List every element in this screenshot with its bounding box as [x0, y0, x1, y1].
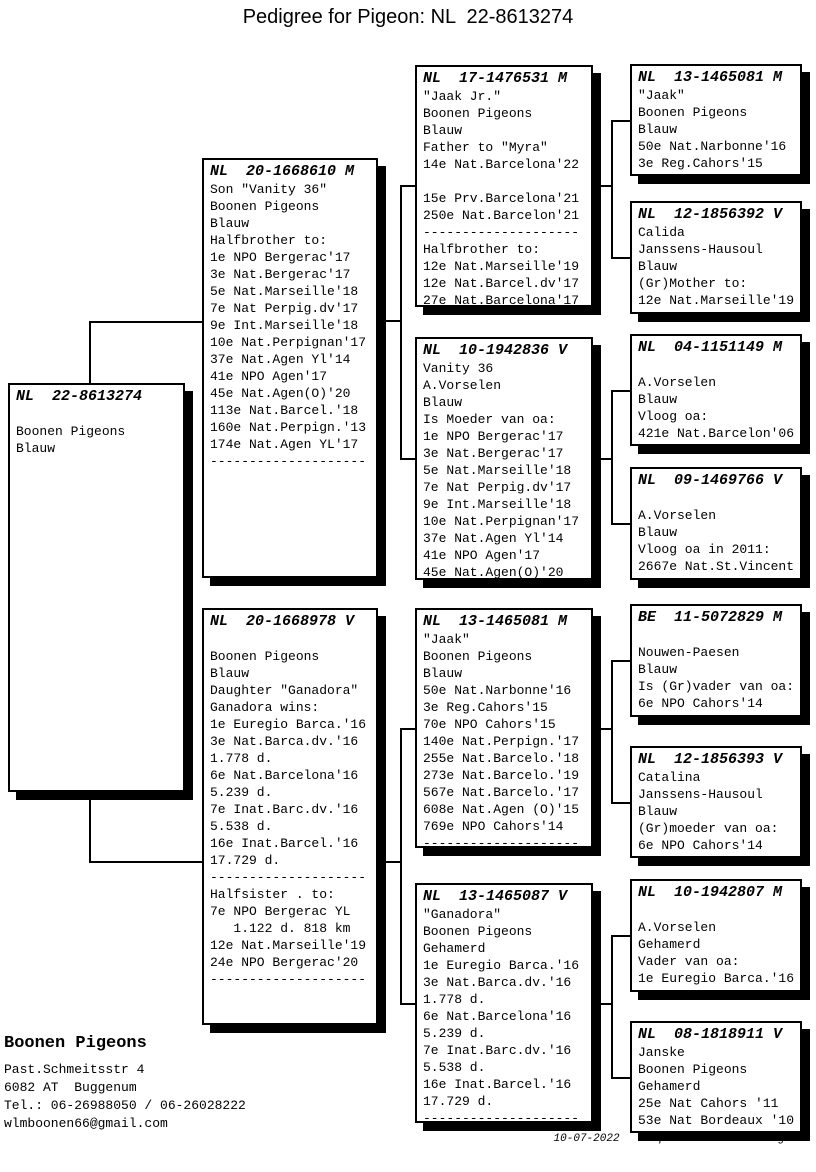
- box-body: "Ganadora" Boonen Pigeons Gehamerd 1e Eu…: [423, 907, 580, 1126]
- footer-credit: 10-07-2022 Compuclub © Boonen Pigeons: [553, 1133, 811, 1145]
- ring-number: NL 08-1818911 V: [638, 1026, 783, 1043]
- ring-number: NL 20-1668610 M: [210, 163, 355, 180]
- connector-stub-fff: [611, 120, 630, 122]
- pedigree-box-ggm-ffm: NL 12-1856392 V Calida Janssens-Hausoul …: [630, 201, 802, 314]
- pedigree-box-grandfather-maternal: NL 13-1465081 M "Jaak" Boonen Pigeons Bl…: [415, 608, 593, 851]
- connector-stub-fmm: [611, 523, 630, 525]
- connector-subject-mother-horizontal: [89, 861, 202, 863]
- page-title: Pedigree for Pigeon: NL 22-8613274: [242, 6, 574, 28]
- box-body: Boonen Pigeons Blauw Daughter "Ganadora"…: [210, 649, 367, 987]
- ring-number: NL 22-8613274: [16, 388, 143, 405]
- box-body: Boonen Pigeons Blauw: [16, 424, 126, 456]
- connector-stub-ff: [400, 185, 415, 187]
- ring-number: NL 13-1465081 M: [638, 69, 783, 86]
- connector-ff-feed: [593, 185, 613, 187]
- ring-number: NL 12-1856392 V: [638, 206, 783, 223]
- box-body: Janske Boonen Pigeons Gehamerd 25e Nat C…: [638, 1045, 795, 1128]
- box-body: A.Vorselen Blauw Vloog oa in 2011: 2667e…: [638, 508, 795, 574]
- contact-phone: Tel.: 06-26988050 / 06-26028222: [4, 1098, 246, 1113]
- box-body: Son "Vanity 36" Boonen Pigeons Blauw Hal…: [210, 182, 367, 469]
- connector-subject-father-horizontal: [89, 321, 202, 323]
- contact-email: wlmboonen66@gmail.com: [4, 1116, 168, 1131]
- connector-mother-feed: [378, 861, 402, 863]
- pedigree-box-father: NL 20-1668610 M Son "Vanity 36" Boonen P…: [202, 158, 378, 578]
- box-body: A.Vorselen Gehamerd Vader van oa: 1e Eur…: [638, 920, 795, 986]
- pedigree-box-grandfather-paternal: NL 17-1476531 M "Jaak Jr." Boonen Pigeon…: [415, 65, 593, 308]
- connector-father-feed: [378, 320, 402, 322]
- ring-number: NL 13-1465087 V: [423, 888, 568, 905]
- pedigree-box-grandmother-maternal: NL 13-1465087 V "Ganadora" Boonen Pigeon…: [415, 883, 593, 1126]
- pedigree-box-grandmother-paternal: NL 10-1942836 V Vanity 36 A.Vorselen Bla…: [415, 337, 593, 580]
- connector-father-bus: [400, 185, 402, 460]
- connector-stub-fmf: [611, 390, 630, 392]
- connector-mm-feed: [593, 1003, 613, 1005]
- connector-fm-bus: [611, 390, 613, 525]
- connector-subject-father-vertical: [89, 321, 91, 383]
- connector-fm-feed: [593, 458, 613, 460]
- box-body: "Jaak" Boonen Pigeons Blauw 50e Nat.Narb…: [423, 632, 580, 851]
- ring-number: NL 12-1856393 V: [638, 751, 783, 768]
- pedigree-box-ggf-mff: BE 11-5072829 M Nouwen-Paesen Blauw Is (…: [630, 604, 802, 717]
- ring-number: NL 17-1476531 M: [423, 70, 568, 87]
- box-body: Nouwen-Paesen Blauw Is (Gr)vader van oa:…: [638, 645, 795, 711]
- connector-stub-mf: [400, 728, 415, 730]
- connector-stub-mm: [400, 1003, 415, 1005]
- pedigree-box-ggf-mmf: NL 10-1942807 M A.Vorselen Gehamerd Vade…: [630, 879, 802, 992]
- ring-number: NL 10-1942807 M: [638, 884, 783, 901]
- box-body: Catalina Janssens-Hausoul Blauw (Gr)moed…: [638, 770, 779, 853]
- contact-block: Boonen Pigeons Past.Schmeitsstr 4 6082 A…: [4, 1034, 246, 1133]
- connector-stub-ffm: [611, 257, 630, 259]
- pedigree-box-ggm-mmm: NL 08-1818911 V Janske Boonen Pigeons Ge…: [630, 1021, 802, 1133]
- pedigree-box-ggm-fmm: NL 09-1469766 V A.Vorselen Blauw Vloog o…: [630, 467, 802, 580]
- connector-subject-mother-vertical: [89, 792, 91, 861]
- connector-stub-fm: [400, 458, 415, 460]
- pedigree-box-ggf-ff: NL 13-1465081 M "Jaak" Boonen Pigeons Bl…: [630, 64, 802, 176]
- pedigree-box-subject: NL 22-8613274 Boonen Pigeons Blauw: [8, 383, 185, 792]
- box-body: "Jaak" Boonen Pigeons Blauw 50e Nat.Narb…: [638, 88, 787, 171]
- ring-number: NL 04-1151149 M: [638, 339, 783, 356]
- pedigree-box-ggf-fmf: NL 04-1151149 M A.Vorselen Blauw Vloog o…: [630, 334, 802, 446]
- box-body: "Jaak Jr." Boonen Pigeons Blauw Father t…: [423, 89, 580, 308]
- contact-address-line2: 6082 AT Buggenum: [4, 1080, 137, 1095]
- pedigree-box-ggm-mfm: NL 12-1856393 V Catalina Janssens-Hausou…: [630, 746, 802, 858]
- contact-address-line1: Past.Schmeitsstr 4: [4, 1062, 145, 1077]
- ring-number: NL 09-1469766 V: [638, 472, 783, 489]
- connector-mother-bus: [400, 728, 402, 1005]
- pedigree-box-mother: NL 20-1668978 V Boonen Pigeons Blauw Dau…: [202, 608, 378, 1025]
- connector-mf-bus: [611, 660, 613, 804]
- ring-number: NL 20-1668978 V: [210, 613, 355, 630]
- connector-stub-mff: [611, 660, 630, 662]
- box-body: Calida Janssens-Hausoul Blauw (Gr)Mother…: [638, 225, 795, 308]
- loft-name: Boonen Pigeons: [4, 1034, 147, 1053]
- ring-number: NL 10-1942836 V: [423, 342, 568, 359]
- box-body: Vanity 36 A.Vorselen Blauw Is Moeder van…: [423, 361, 580, 580]
- connector-mm-bus: [611, 935, 613, 1079]
- connector-stub-mmm: [611, 1077, 630, 1079]
- connector-stub-mmf: [611, 935, 630, 937]
- connector-stub-mfm: [611, 802, 630, 804]
- connector-mf-feed: [593, 728, 613, 730]
- box-body: A.Vorselen Blauw Vloog oa: 421e Nat.Barc…: [638, 375, 795, 441]
- ring-number: BE 11-5072829 M: [638, 609, 783, 626]
- ring-number: NL 13-1465081 M: [423, 613, 568, 630]
- connector-ff-bus: [611, 120, 613, 259]
